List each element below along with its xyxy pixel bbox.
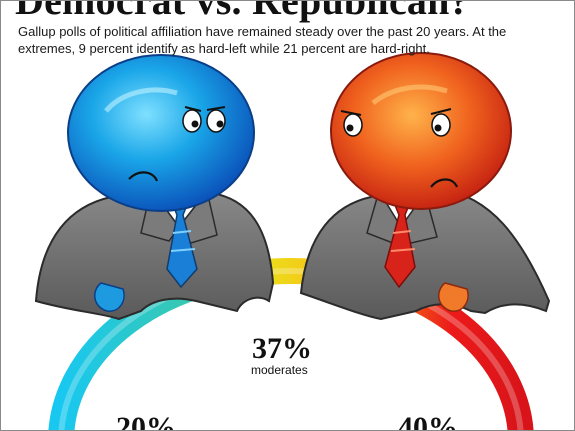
moderates-label: moderates	[251, 363, 308, 377]
intro-text: Gallup polls of political affiliation ha…	[18, 24, 507, 56]
republican-eyes	[340, 108, 452, 137]
headline: Democrat vs. Republican?	[15, 0, 470, 23]
moderates-percent: 37%	[252, 332, 312, 365]
democrat-figure	[34, 54, 275, 321]
democrat-eyes	[182, 106, 226, 133]
right-percent: 40%	[398, 411, 458, 431]
political-spectrum-arc	[48, 258, 534, 430]
republican-figure	[299, 52, 551, 321]
left-percent: 20%	[116, 411, 176, 431]
